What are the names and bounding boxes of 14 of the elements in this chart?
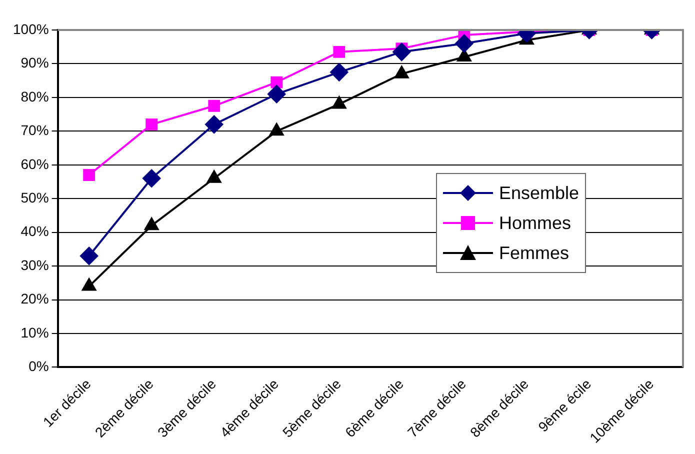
y-tick-label: 60% bbox=[20, 156, 49, 172]
y-tick-label: 50% bbox=[20, 189, 49, 206]
y-tick-label: 10% bbox=[20, 324, 49, 340]
y-tick-label: 90% bbox=[20, 54, 49, 71]
y-tick-label: 0% bbox=[28, 358, 49, 374]
y-tick-label: 20% bbox=[20, 290, 49, 307]
legend-label: Hommes bbox=[499, 212, 572, 234]
y-tick-label: 30% bbox=[20, 256, 49, 273]
y-tick-label: 100% bbox=[12, 20, 49, 37]
y-tick-label: 40% bbox=[20, 223, 49, 240]
legend-label: Ensemble bbox=[499, 182, 580, 204]
y-tick-label: 80% bbox=[20, 88, 49, 104]
y-tick-label: 70% bbox=[20, 122, 49, 138]
legend-label: Femmes bbox=[499, 242, 570, 264]
